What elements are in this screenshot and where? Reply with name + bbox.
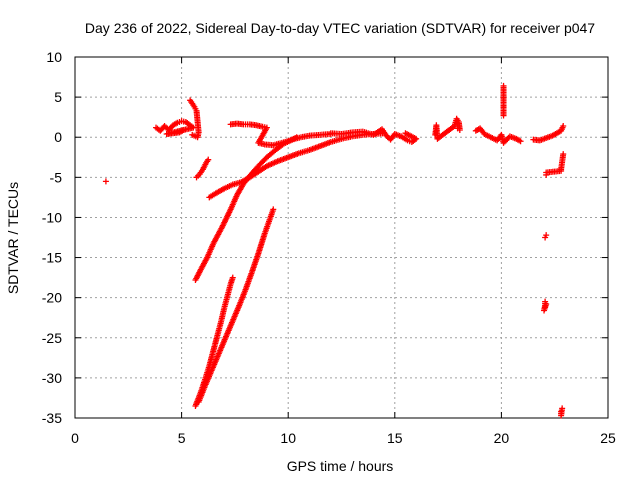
x-tick-label: 20 <box>494 430 510 446</box>
chart-title: Day 236 of 2022, Sidereal Day-to-day VTE… <box>85 20 595 36</box>
data-point <box>543 301 550 308</box>
y-tick-label: 10 <box>46 49 62 65</box>
plot-frame <box>74 56 609 419</box>
y-axis: 10 5 0 -5 -10 -15 -20 -25 -30 -35 <box>42 49 608 426</box>
data-point <box>402 130 409 137</box>
data-point <box>293 134 300 141</box>
data-point <box>270 206 277 213</box>
y-tick-label: 0 <box>54 129 62 145</box>
x-tick-label: 15 <box>387 430 403 446</box>
x-tick-label: 0 <box>71 430 79 446</box>
data-point <box>517 138 524 145</box>
data-point <box>543 232 550 239</box>
data-point <box>180 127 187 134</box>
x-axis: 0 5 10 15 20 25 <box>71 57 616 446</box>
data-point <box>205 156 212 163</box>
y-tick-label: -20 <box>42 290 62 306</box>
y-tick-label: -35 <box>42 410 62 426</box>
y-tick-label: 5 <box>54 89 62 105</box>
x-axis-label: GPS time / hours <box>287 458 394 474</box>
x-tick-label: 10 <box>280 430 296 446</box>
data-point <box>560 122 567 129</box>
data-point <box>102 178 109 185</box>
data-point <box>454 125 461 132</box>
grid <box>75 57 608 418</box>
y-tick-label: -10 <box>42 209 62 225</box>
data-point <box>559 405 566 412</box>
data-point <box>189 131 196 138</box>
data-point <box>229 274 236 281</box>
y-tick-label: -30 <box>42 370 62 386</box>
y-axis-label: SDTVAR / TECUs <box>5 182 21 294</box>
x-tick-label: 25 <box>600 430 616 446</box>
y-tick-label: -15 <box>42 250 62 266</box>
y-tick-label: -25 <box>42 330 62 346</box>
data-point <box>560 151 567 158</box>
data-points <box>102 82 567 419</box>
data-point <box>500 112 507 119</box>
x-tick-label: 5 <box>178 430 186 446</box>
y-tick-label: -5 <box>50 169 63 185</box>
